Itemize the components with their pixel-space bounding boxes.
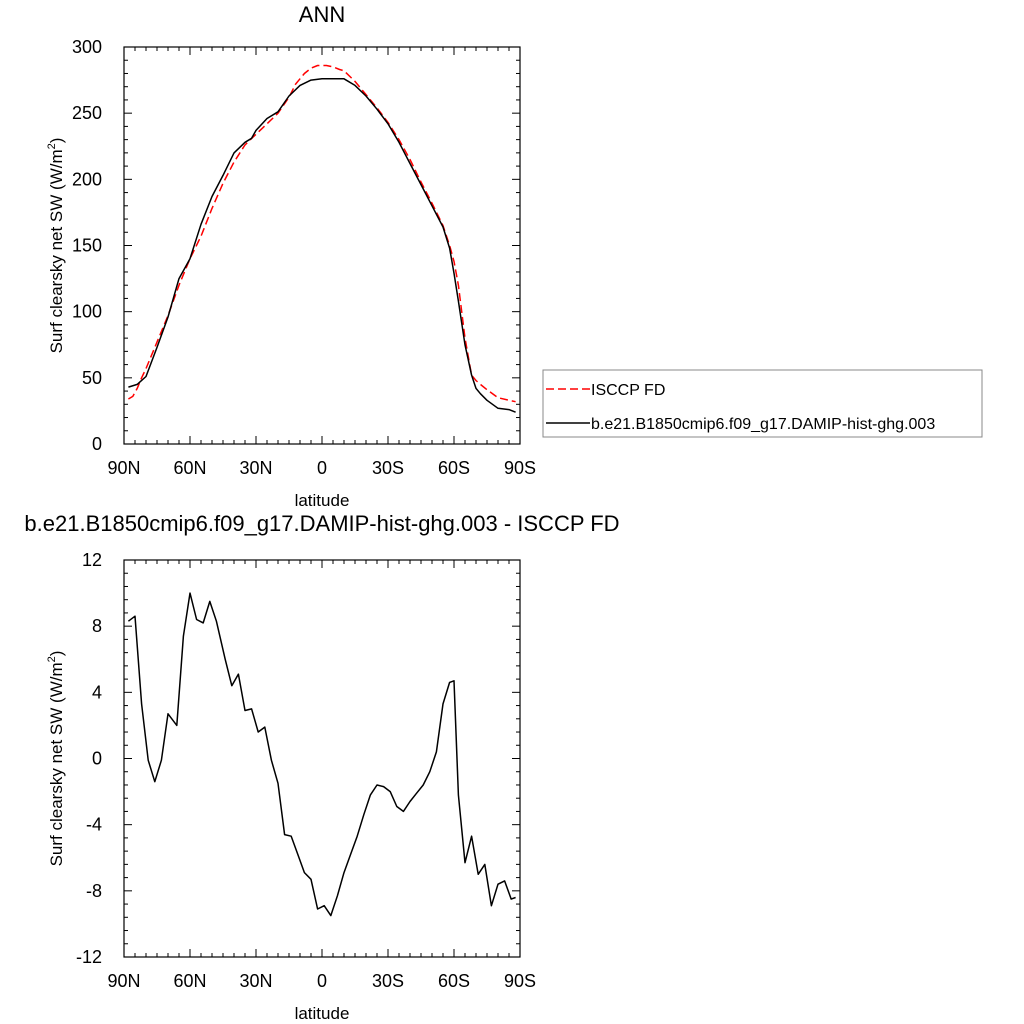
chart-1-y-tick-label: 0 [92, 434, 102, 454]
chart-1-x-tick-label: 90S [504, 458, 536, 478]
chart-2-y-tick-label: 8 [92, 616, 102, 636]
chart-1-y-tick-label: 100 [72, 302, 102, 322]
chart-1-x-tick-label: 30S [372, 458, 404, 478]
chart-2-x-tick-label: 60S [438, 971, 470, 991]
chart-1-plot-frame [123, 46, 521, 445]
chart-1-y-tick-label: 150 [72, 236, 102, 256]
chart-1-y-tick-label: 200 [72, 169, 102, 189]
chart-1-x-tick-label: 60N [173, 458, 206, 478]
chart-1-y-axis-label-end: ) [47, 138, 66, 144]
chart-2-x-axis-label: latitude [295, 1004, 350, 1023]
chart-1-y-axis-label-text: Surf clearsky net SW (W/m [47, 149, 66, 353]
chart-1-legend: ISCCP FD b.e21.B1850cmip6.f09_g17.DAMIP-h… [542, 369, 983, 438]
chart-2-x-tick-label: 30N [239, 971, 272, 991]
chart-2-title: b.e21.B1850cmip6.f09_g17.DAMIP-hist-ghg.… [24, 511, 619, 536]
chart-1-x-tick-label: 90N [107, 458, 140, 478]
chart-1-series-2-line [128, 78, 516, 413]
chart-2-y-tick-label: -12 [76, 947, 102, 967]
chart-2-y-tick-label: -4 [86, 815, 102, 835]
chart-2-y-tick-label: 4 [92, 682, 102, 702]
chart-2-y-tick-label: 0 [92, 749, 102, 769]
chart-1-legend-box [542, 369, 983, 438]
chart-2-series-1-line [127, 592, 516, 917]
chart-1-y-tick-label: 50 [82, 368, 102, 388]
chart-1-x-tick-label: 30N [239, 458, 272, 478]
chart-2-x-tick-label: 90N [107, 971, 140, 991]
chart-2-y-tick-label: 12 [82, 550, 102, 570]
chart-1-x-tick-label: 60S [438, 458, 470, 478]
chart-1-y-tick-label: 250 [72, 103, 102, 123]
chart-2: b.e21.B1850cmip6.f09_g17.DAMIP-hist-ghg.… [24, 511, 619, 1023]
chart-1-legend-label: b.e21.B1850cmip6.f09_g17.DAMIP-hist-ghg.… [591, 416, 935, 433]
chart-1-y-axis-label: Surf clearsky net SW (W/m2) [46, 138, 66, 354]
chart-2-y-axis-label: Surf clearsky net SW (W/m2) [46, 651, 66, 867]
chart-1-y-tick-label: 300 [72, 37, 102, 57]
chart-2-x-tick-label: 90S [504, 971, 536, 991]
chart-2-y-axis-label-end: ) [47, 651, 66, 657]
chart-1-y-axis-label-superscript: 2 [46, 143, 58, 149]
chart-1: ANN 90N 60N 30N 0 30S 60S 90S 0 50 100 150 200 250 300… [46, 2, 983, 510]
chart-2-y-axis-label-superscript: 2 [46, 656, 58, 662]
chart-1-x-tick-label: 0 [317, 458, 327, 478]
chart-2-plot-frame [123, 559, 521, 958]
chart-2-x-tick-label: 0 [317, 971, 327, 991]
chart-2-y-tick-label: -8 [86, 881, 102, 901]
chart-1-x-axis-label: latitude [295, 491, 350, 510]
chart-1-legend-label: ISCCP FD [591, 382, 665, 399]
chart-2-y-axis-label-text: Surf clearsky net SW (W/m [47, 662, 66, 866]
chart-1-title: ANN [299, 2, 345, 27]
chart-2-x-tick-label: 30S [372, 971, 404, 991]
chart-1-series-1-line [128, 64, 516, 403]
chart-2-x-tick-label: 60N [173, 971, 206, 991]
